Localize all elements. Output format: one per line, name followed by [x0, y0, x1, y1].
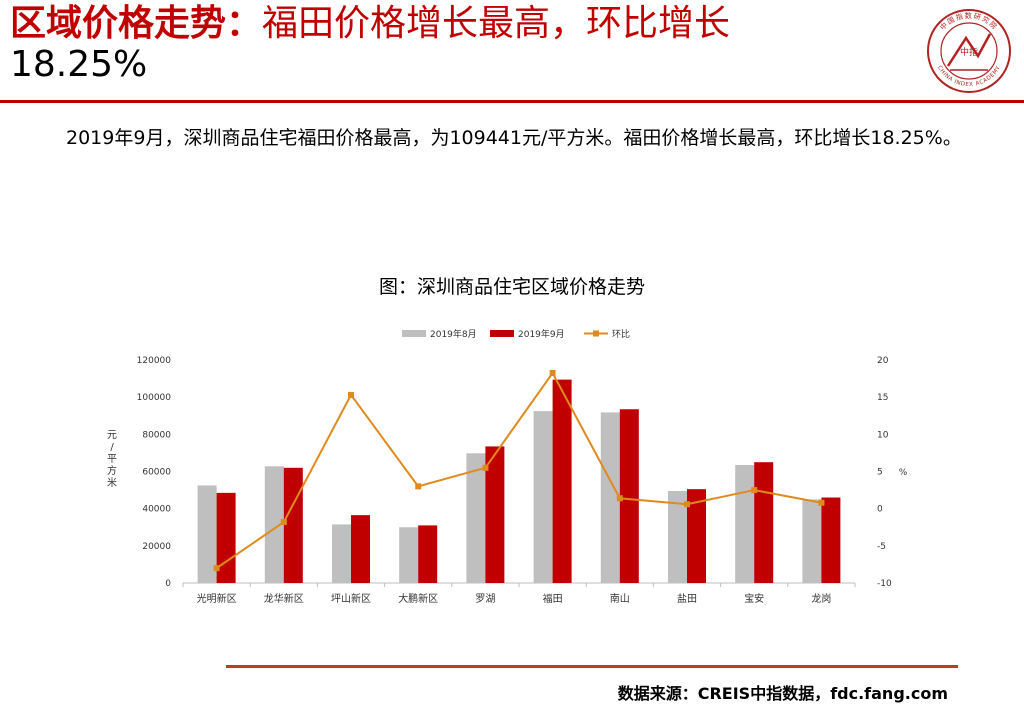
y-tick-label: 0: [165, 579, 171, 589]
y-tick-label: 120000: [137, 356, 172, 366]
y-tick-label: 20000: [142, 542, 171, 552]
title-rest: 福田价格增长最高，环比增长: [262, 3, 731, 44]
header-divider: [0, 100, 1024, 103]
y2-tick-label: 15: [877, 393, 888, 403]
bar-sep: [283, 467, 303, 583]
mom-point: [280, 519, 287, 526]
y2-tick-label: 10: [877, 430, 889, 440]
bar-aug: [802, 499, 822, 583]
x-tick-label: 龙岗: [811, 592, 831, 605]
bar-sep: [216, 492, 236, 583]
mom-point: [684, 501, 690, 508]
y2-tick-label: 20: [877, 356, 889, 366]
y-axis-label: /: [110, 442, 114, 453]
chart-title: 图：深圳商品住宅区域价格走势: [378, 276, 645, 298]
x-tick-label: 罗湖: [475, 593, 495, 605]
mom-point: [213, 565, 220, 572]
y-tick-label: 60000: [142, 468, 171, 478]
bar-aug: [332, 524, 351, 583]
bar-sep: [485, 446, 505, 583]
bar-aug: [197, 485, 217, 583]
x-tick-label: 龙华新区: [264, 592, 304, 605]
x-tick-label: 宝安: [744, 592, 764, 605]
bar-sep: [418, 525, 438, 583]
x-tick-label: 南山: [610, 592, 630, 605]
bar-aug: [466, 453, 486, 583]
title-highlight: 区域价格走势：: [10, 3, 263, 44]
y2-tick-label: -10: [877, 579, 892, 589]
bar-sep: [687, 489, 706, 583]
bar-aug: [600, 412, 620, 583]
mom-point: [751, 487, 758, 494]
bar-sep: [552, 379, 572, 583]
y2-axis-label: %: [899, 468, 908, 478]
mom-line: [216, 371, 822, 569]
x-tick-label: 光明新区: [197, 592, 237, 605]
mom-point: [348, 391, 354, 398]
legend-swatch-marker: [593, 330, 599, 337]
bar-aug: [399, 527, 419, 583]
mom-point: [549, 370, 556, 377]
legend-label: 环比: [612, 328, 630, 340]
y-axis-label: 米: [107, 476, 117, 489]
summary-paragraph: 2019年9月，深圳商品住宅福田价格最高，为109441元/平方米。福田价格增长…: [66, 127, 962, 149]
bar-sep: [754, 462, 774, 583]
mom-point: [616, 495, 623, 502]
mom-point: [818, 499, 825, 506]
bar-aug: [668, 491, 687, 583]
legend-label: 2019年9月: [518, 328, 565, 340]
y-tick-label: 80000: [142, 430, 171, 440]
bar-aug: [533, 411, 553, 583]
mom-point: [482, 464, 489, 471]
x-tick-label: 福田: [543, 592, 563, 605]
x-tick-label: 盐田: [677, 592, 697, 605]
legend-label: 2019年8月: [430, 328, 477, 340]
y-tick-label: 40000: [142, 505, 171, 515]
y2-tick-label: 5: [877, 468, 883, 478]
y-axis-label: 平: [107, 454, 117, 465]
bar-aug: [735, 464, 755, 583]
legend-swatch: [402, 330, 426, 337]
y2-tick-label: 0: [877, 505, 883, 515]
data-source: 数据来源：CREIS中指数据，fdc.fang.com: [617, 684, 948, 703]
x-tick-label: 坪山新区: [331, 592, 371, 605]
legend-swatch: [490, 330, 514, 337]
bar-sep: [821, 497, 841, 583]
page-title: 区域价格走势：福田价格增长最高，环比增长 18.25%: [10, 4, 910, 86]
china-index-academy-logo: 中指 中国指数研究院 CHINA INDEX ACADEMY: [927, 9, 1011, 93]
bar-sep: [351, 515, 370, 583]
footer-divider: [226, 665, 958, 668]
title-percent: 18.25%: [10, 44, 148, 85]
bar-aug: [264, 466, 284, 583]
mom-point: [415, 483, 422, 490]
y2-tick-label: -5: [877, 542, 886, 552]
y-tick-label: 100000: [137, 393, 172, 403]
y-axis-label: 方: [107, 464, 117, 477]
logo-center-text: 中指: [960, 46, 978, 58]
y-axis-label: 元: [107, 430, 117, 441]
bar-sep: [619, 409, 639, 583]
price-trend-chart: 0 20000 40000 60000 80000 100000 120000 -10 -5 0 5…: [107, 328, 908, 605]
x-tick-label: 大鹏新区: [398, 592, 438, 605]
